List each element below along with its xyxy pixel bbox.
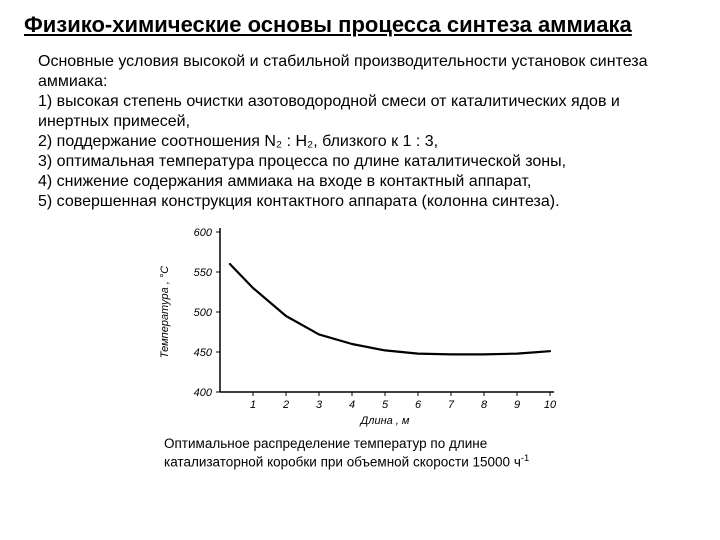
svg-text:2: 2 — [282, 399, 289, 411]
list-item: 1) высокая степень очистки азотоводородн… — [38, 92, 692, 132]
svg-text:3: 3 — [316, 399, 323, 411]
list-item: 2) поддержание соотношения N₂ : H₂, близ… — [38, 132, 692, 152]
svg-text:400: 400 — [194, 387, 213, 399]
svg-text:9: 9 — [514, 399, 520, 411]
svg-text:10: 10 — [544, 399, 557, 411]
svg-text:8: 8 — [481, 399, 488, 411]
temperature-chart: 400 450 500 550 600 1 2 3 4 5 6 7 8 9 10 Длина , м Темпе… — [150, 222, 570, 432]
conditions-list: 1) высокая степень очистки азотоводородн… — [24, 92, 696, 212]
svg-text:600: 600 — [194, 227, 213, 239]
svg-text:4: 4 — [349, 399, 355, 411]
chart-caption: Оптимальное распределение температур по … — [164, 436, 636, 471]
svg-text:6: 6 — [415, 399, 422, 411]
caption-line1: Оптимальное распределение температур по … — [164, 436, 487, 451]
list-item: 4) снижение содержания аммиака на входе … — [38, 172, 692, 192]
svg-text:7: 7 — [448, 399, 455, 411]
svg-text:1: 1 — [250, 399, 256, 411]
svg-text:550: 550 — [194, 267, 213, 279]
caption-line2: катализаторной коробки при объемной скор… — [164, 454, 521, 469]
svg-text:Температура , °C: Температура , °C — [159, 266, 171, 359]
caption-sup: -1 — [521, 453, 529, 464]
intro-text: Основные условия высокой и стабильной пр… — [38, 52, 692, 92]
svg-text:500: 500 — [194, 307, 213, 319]
page-title: Физико-химические основы процесса синтез… — [24, 12, 696, 38]
list-item: 5) совершенная конструкция контактного а… — [38, 192, 692, 212]
svg-text:5: 5 — [382, 399, 389, 411]
svg-text:450: 450 — [194, 347, 213, 359]
list-item: 3) оптимальная температура процесса по д… — [38, 152, 692, 172]
svg-text:Длина , м: Длина , м — [359, 415, 410, 427]
